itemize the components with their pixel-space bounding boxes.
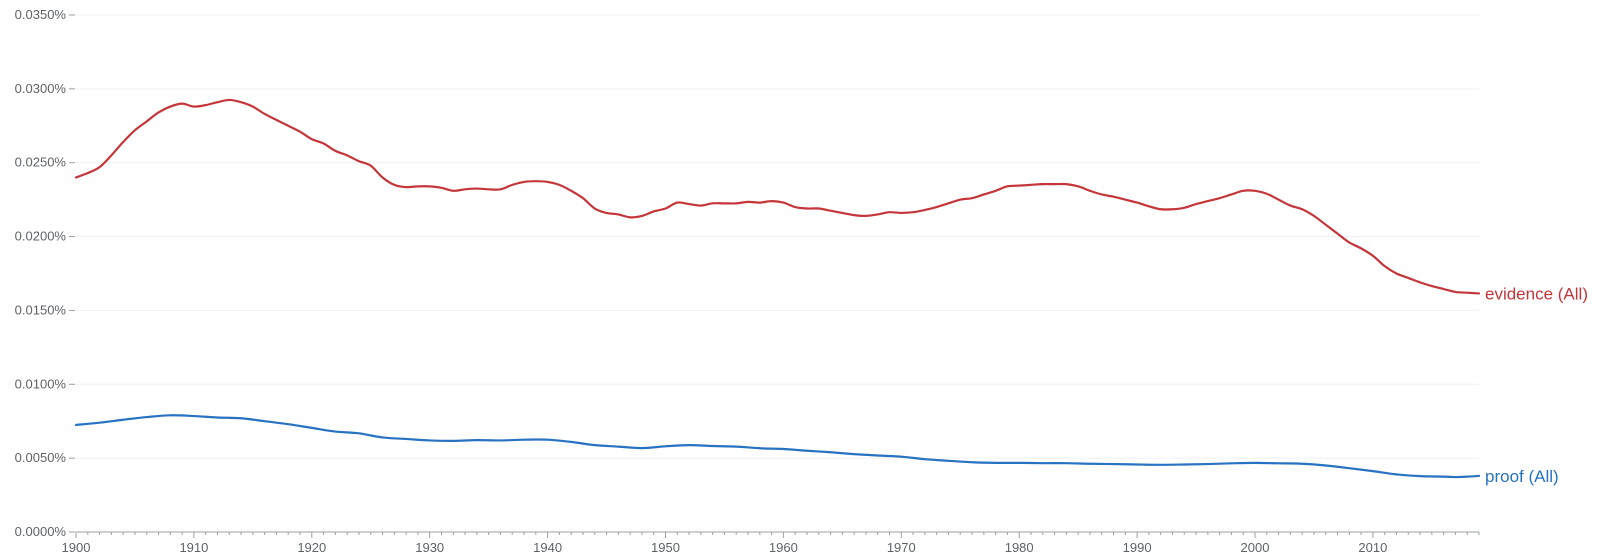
y-tick-label: 0.0250% (15, 155, 67, 170)
x-tick-label: 2000 (1241, 540, 1270, 555)
y-tick-label: 0.0050% (15, 450, 67, 465)
x-tick-label: 1930 (415, 540, 444, 555)
grid-lines (76, 14, 1479, 459)
series-label-proof[interactable]: proof (All) (1485, 467, 1559, 486)
series-lines (74, 98, 1481, 479)
y-axis: 0.0000% 0.0050% 0.0100% 0.0150% 0.0200% 0.025… (15, 7, 75, 539)
series-labels: evidence (All) proof (All) (1485, 284, 1588, 485)
x-tick-label: 1960 (769, 540, 798, 555)
series-line-evidence[interactable] (74, 98, 1481, 295)
x-axis: 1900 1910 1920 1930 1940 1950 1960 1970 1980 1990… (62, 531, 1480, 555)
y-tick-label: 0.0000% (15, 524, 67, 539)
y-tick-label: 0.0200% (15, 229, 67, 244)
series-line-proof[interactable] (74, 414, 1481, 479)
x-tick-label: 1990 (1123, 540, 1152, 555)
x-tick-label: 1980 (1005, 540, 1034, 555)
x-tick-label: 1950 (651, 540, 680, 555)
series-label-evidence[interactable]: evidence (All) (1485, 284, 1588, 303)
x-tick-label: 1940 (533, 540, 562, 555)
x-tick-label: 1970 (887, 540, 916, 555)
x-tick-label: 1910 (179, 540, 208, 555)
y-tick-label: 0.0300% (15, 81, 67, 96)
x-tick-label: 1920 (297, 540, 326, 555)
x-tick-label: 2010 (1358, 540, 1387, 555)
y-tick-label: 0.0150% (15, 302, 67, 317)
x-tick-label: 1900 (62, 540, 91, 555)
y-tick-label: 0.0350% (15, 7, 67, 22)
y-tick-label: 0.0100% (15, 376, 67, 391)
